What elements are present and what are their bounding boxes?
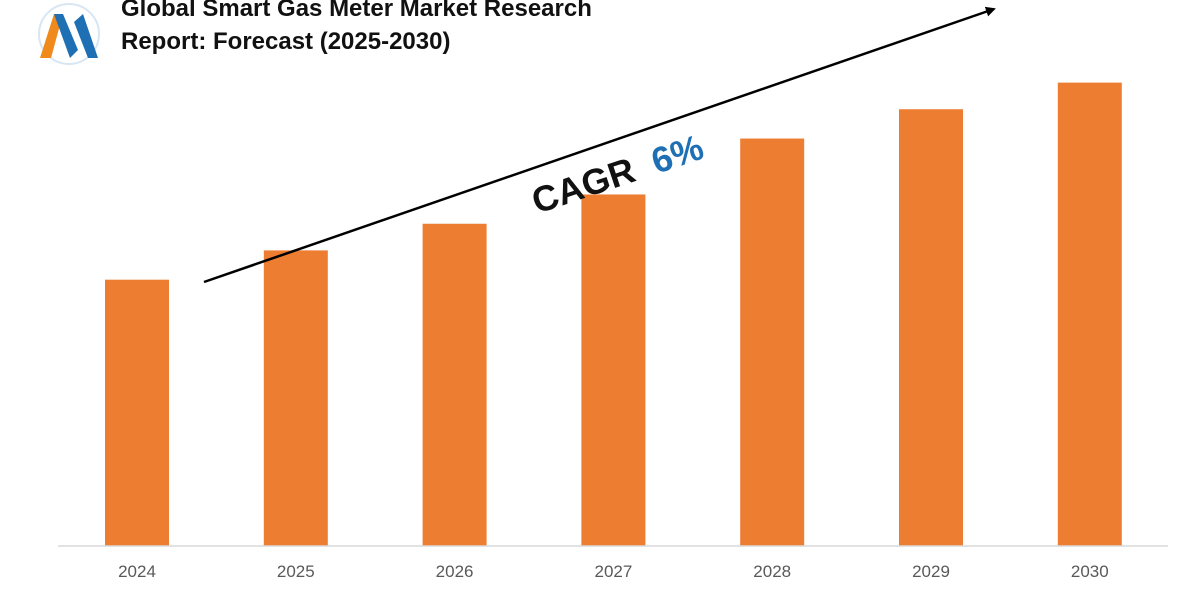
cagr-value: 6% xyxy=(646,126,708,181)
title-line-1: Global Smart Gas Meter Market Research xyxy=(121,0,592,22)
bar-2026 xyxy=(422,223,487,547)
title-line-2: Report: Forecast (2025-2030) xyxy=(121,28,451,55)
bar-series xyxy=(105,82,1122,547)
bar-2030 xyxy=(1057,82,1122,546)
logo-m-right-stroke xyxy=(74,14,98,58)
bar-2027 xyxy=(581,194,646,546)
tick-label-2028: 2028 xyxy=(753,562,791,581)
tick-label-2026: 2026 xyxy=(436,562,474,581)
company-logo xyxy=(38,3,100,65)
tick-label-2030: 2030 xyxy=(1071,562,1109,581)
bar-2024 xyxy=(105,279,169,546)
trend-arrow xyxy=(203,6,996,284)
bar-2028 xyxy=(740,138,805,546)
tick-label-2025: 2025 xyxy=(277,562,315,581)
logo-ring xyxy=(38,3,100,65)
page-title: Global Smart Gas Meter Market Research R… xyxy=(121,0,741,58)
x-axis-ticks: 2024 2025 2026 2027 2028 2029 2030 xyxy=(118,562,1109,581)
tick-label-2027: 2027 xyxy=(594,562,632,581)
bar-2025 xyxy=(263,250,328,547)
tick-label-2024: 2024 xyxy=(118,562,156,581)
tick-label-2029: 2029 xyxy=(912,562,950,581)
logo-m-middle-stroke xyxy=(54,14,78,58)
logo-m-left-stroke xyxy=(40,14,63,58)
bar-2029 xyxy=(899,109,963,547)
